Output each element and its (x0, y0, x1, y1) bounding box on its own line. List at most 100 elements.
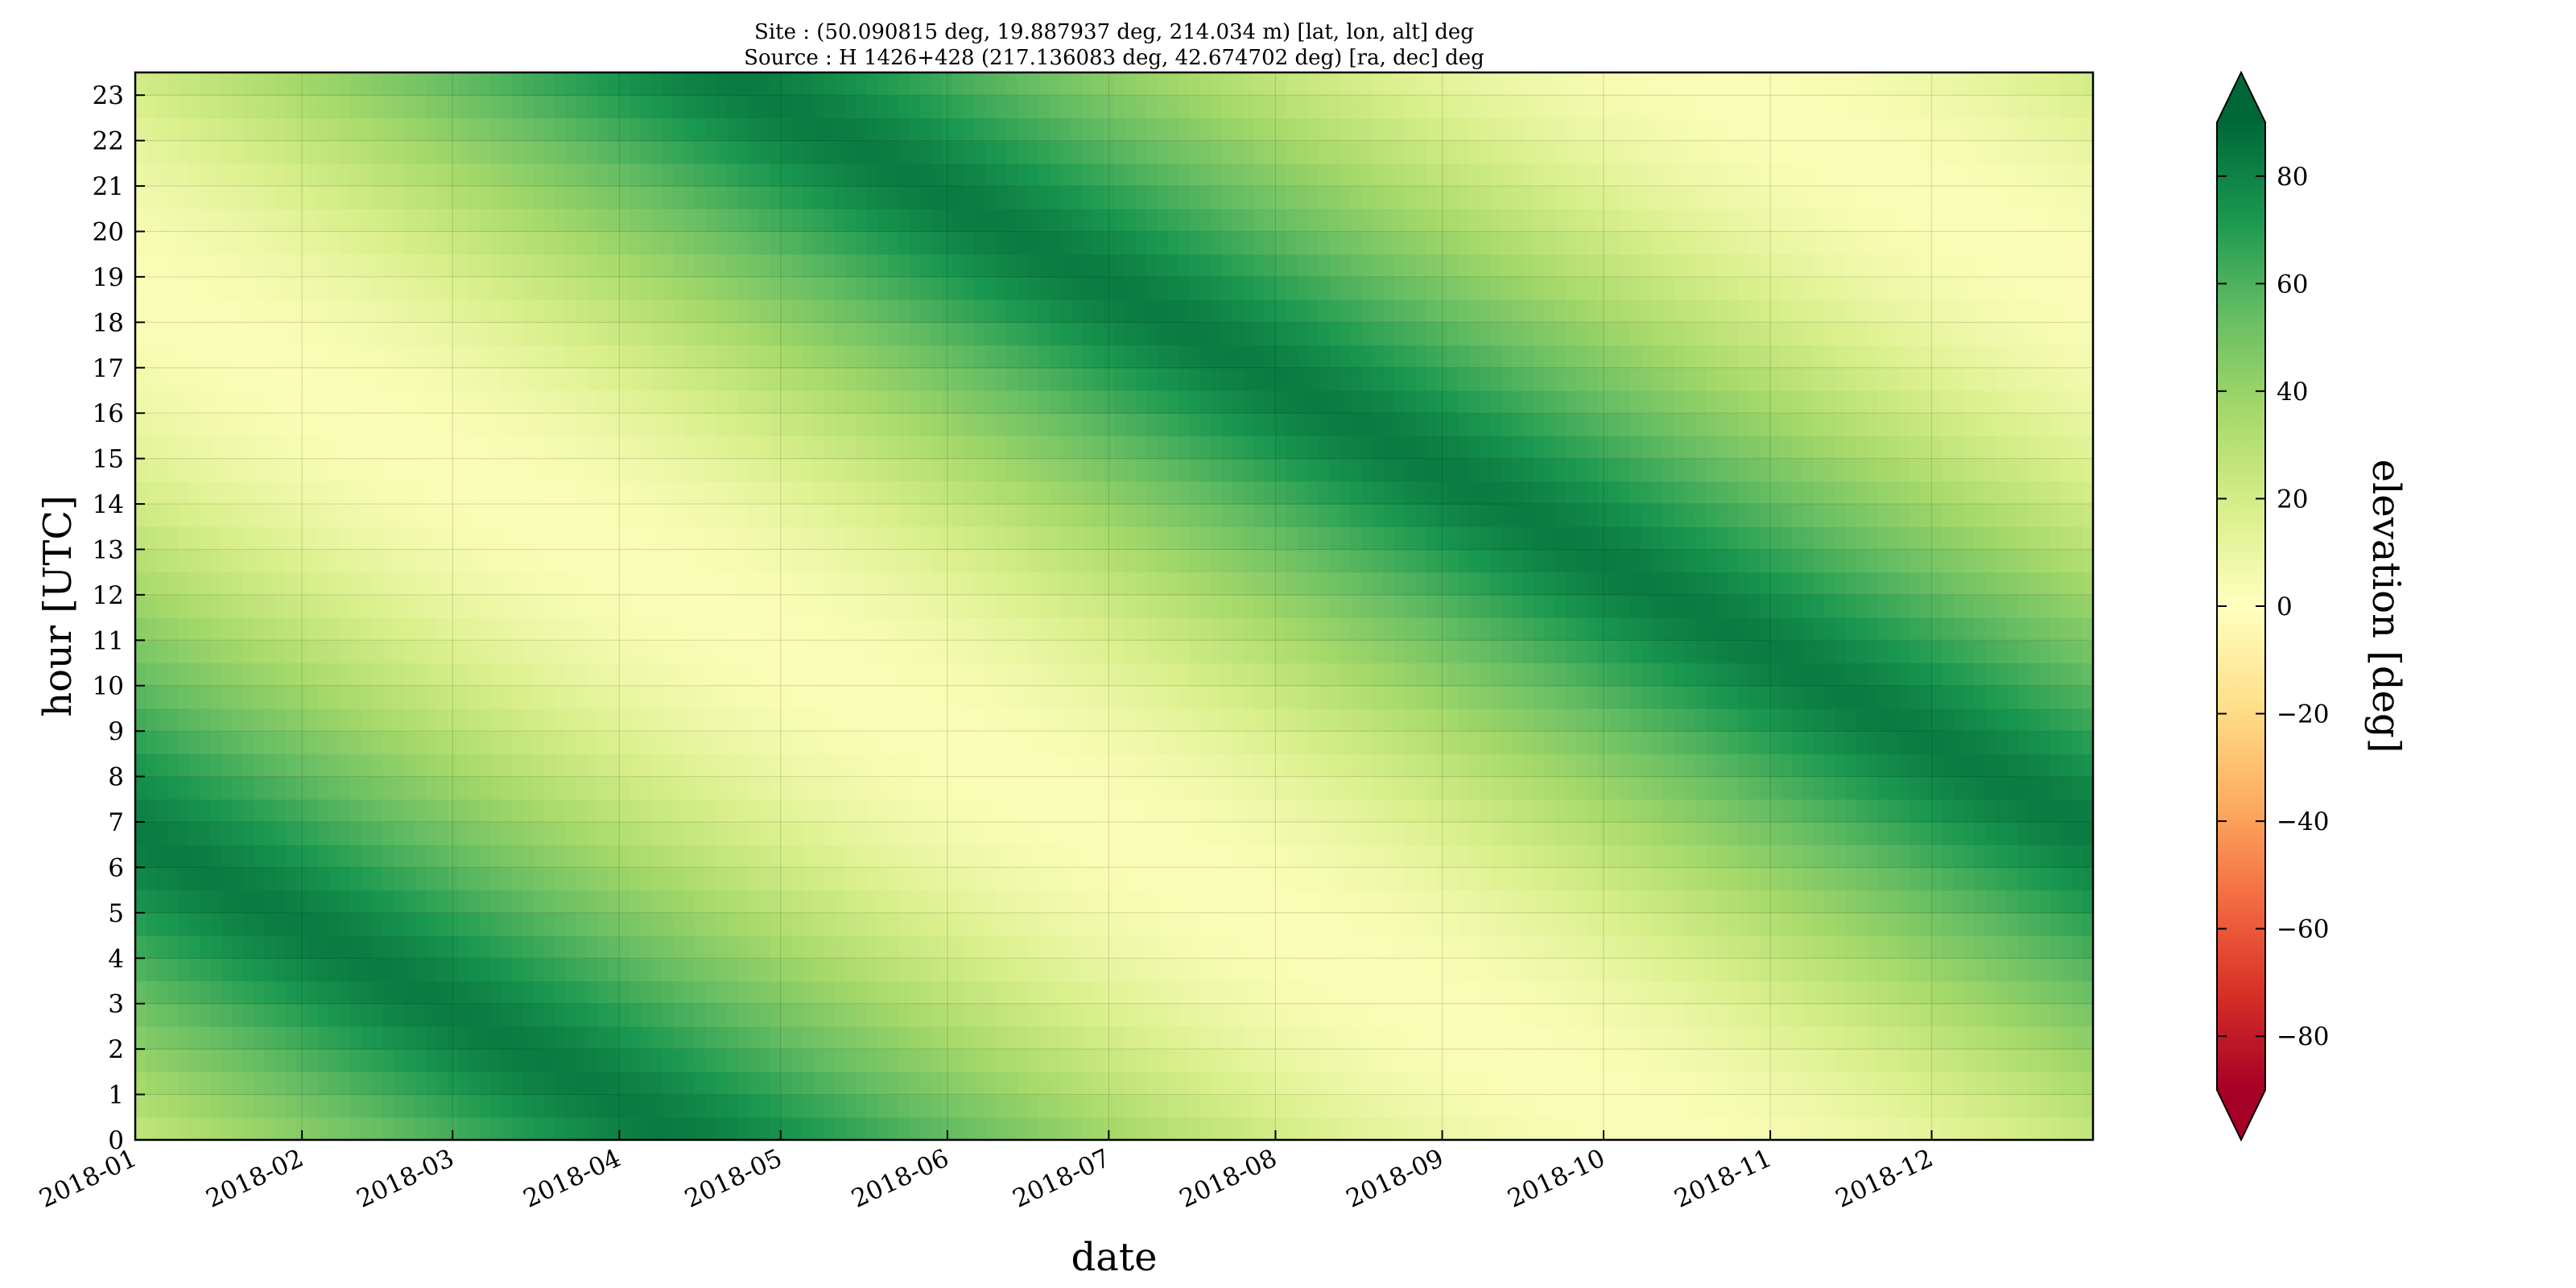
heatmap-cell (673, 663, 685, 687)
heatmap-cell (759, 663, 770, 687)
heatmap-cell (275, 1049, 287, 1072)
heatmap-cell (1114, 458, 1125, 482)
heatmap-cell (146, 753, 158, 778)
heatmap-cell (264, 390, 276, 414)
heatmap-cell (716, 708, 728, 732)
heatmap-cell (1049, 708, 1061, 732)
heatmap-cell (748, 980, 760, 1005)
heatmap-cell (641, 617, 652, 641)
heatmap-cell (812, 163, 824, 187)
heatmap-cell (996, 367, 1007, 391)
heatmap-cell (608, 186, 620, 209)
heatmap-cell (469, 1117, 481, 1140)
heatmap-cell (1125, 685, 1137, 709)
heatmap-cell (673, 935, 685, 959)
heatmap-cell (167, 663, 180, 687)
heatmap-cell (844, 140, 857, 164)
heatmap-cell (1265, 549, 1277, 573)
heatmap-cell (447, 186, 459, 209)
heatmap-cell (1006, 708, 1018, 732)
heatmap-cell (188, 753, 200, 778)
heatmap-cell (716, 367, 728, 391)
heatmap-cell (662, 912, 674, 936)
heatmap-cell (1049, 980, 1061, 1005)
heatmap-cell (597, 1003, 609, 1027)
heatmap-cell (920, 390, 932, 414)
heatmap-cell (963, 322, 975, 346)
heatmap-cell (167, 617, 180, 641)
heatmap-cell (877, 481, 889, 505)
heatmap-cell (888, 299, 900, 323)
heatmap-cell (824, 276, 836, 300)
heatmap-cell (555, 163, 567, 187)
heatmap-cell (555, 980, 567, 1005)
heatmap-cell (457, 822, 469, 845)
heatmap-cell (630, 1003, 642, 1027)
heatmap-cell (253, 867, 265, 891)
heatmap-cell (200, 72, 212, 96)
heatmap-cell (178, 526, 190, 551)
heatmap-cell (415, 458, 427, 482)
heatmap-cell (232, 572, 244, 596)
heatmap-cell (1232, 935, 1244, 959)
heatmap-cell (651, 663, 663, 687)
heatmap-cell (350, 935, 362, 959)
heatmap-cell (339, 1117, 351, 1140)
heatmap-cell (1092, 776, 1104, 800)
heatmap-cell (489, 822, 502, 845)
heatmap-cell (501, 731, 513, 754)
heatmap-cell (404, 663, 416, 687)
heatmap-cell (824, 708, 836, 732)
heatmap-cell (296, 572, 308, 596)
heatmap-cell (641, 163, 652, 187)
heatmap-cell (522, 708, 535, 732)
heatmap-cell (1071, 844, 1083, 869)
heatmap-cell (522, 208, 535, 233)
heatmap-cell (673, 345, 685, 369)
heatmap-cell (415, 594, 427, 618)
heatmap-cell (641, 526, 652, 551)
heatmap-cell (1060, 958, 1072, 982)
heatmap-cell (780, 617, 792, 641)
heatmap-cell (469, 867, 481, 891)
heatmap-cell (178, 776, 190, 800)
heatmap-cell (834, 231, 846, 255)
heatmap-cell (339, 390, 351, 414)
heatmap-cell (942, 118, 954, 142)
heatmap-cell (565, 367, 577, 391)
heatmap-cell (156, 413, 168, 436)
heatmap-cell (748, 572, 760, 596)
heatmap-cell (737, 140, 749, 164)
heatmap-cell (1017, 1094, 1029, 1118)
heatmap-cell (404, 390, 416, 414)
heatmap-cell (404, 1049, 416, 1072)
heatmap-cell (1211, 685, 1223, 709)
heatmap-cell (802, 526, 814, 551)
heatmap-cell (501, 367, 513, 391)
heatmap-cell (1114, 526, 1125, 551)
heatmap-cell (296, 186, 308, 209)
heatmap-cell (232, 890, 244, 914)
heatmap-cell (200, 594, 212, 618)
heatmap-cell (770, 572, 782, 596)
heatmap-cell (1114, 799, 1125, 823)
heatmap-cell (469, 436, 481, 460)
heatmap-cell (694, 526, 706, 551)
heatmap-cell (253, 958, 265, 982)
heatmap-cell (522, 72, 535, 96)
heatmap-cell (232, 912, 244, 936)
heatmap-cell (910, 1049, 922, 1072)
heatmap-cell (382, 867, 394, 891)
heatmap-cell (791, 231, 803, 255)
heatmap-cell (1125, 1003, 1137, 1027)
heatmap-cell (221, 299, 233, 323)
heatmap-cell (737, 980, 749, 1005)
heatmap-cell (275, 1026, 287, 1050)
heatmap-cell (888, 163, 900, 187)
heatmap-cell (479, 572, 491, 596)
heatmap-cell (824, 322, 836, 346)
heatmap-cell (167, 345, 180, 369)
heatmap-cell (662, 549, 674, 573)
heatmap-cell (232, 390, 244, 414)
heatmap-cell (683, 186, 696, 209)
